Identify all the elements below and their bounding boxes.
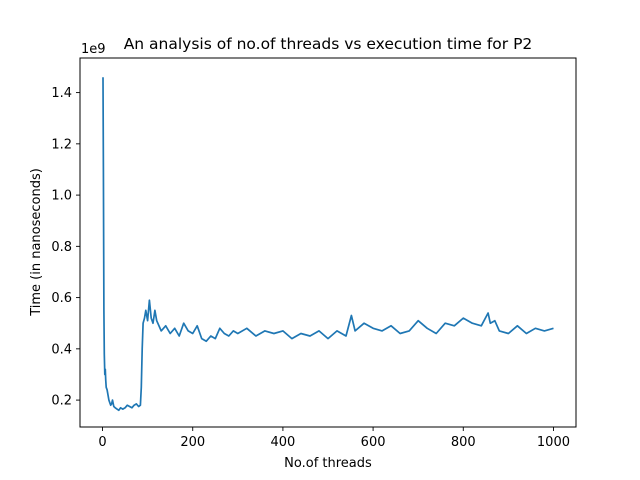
y-tick-label: 0.2 (51, 394, 72, 409)
y-tick-label: 1.0 (51, 189, 72, 204)
y-offset-label: 1e9 (81, 42, 106, 57)
x-tick-label: 0 (98, 435, 106, 450)
plot-frame (79, 57, 577, 428)
x-tick-label: 200 (180, 435, 205, 450)
x-axis-label: No.of threads (284, 456, 372, 471)
y-tick-label: 1.4 (51, 86, 72, 101)
series-line-0 (102, 77, 554, 412)
x-tick-label: 400 (270, 435, 295, 450)
plot-content (102, 77, 554, 412)
chart-title: An analysis of no.of threads vs executio… (124, 35, 533, 53)
y-tick-label: 0.6 (51, 291, 72, 306)
y-tick-label: 0.8 (51, 240, 72, 255)
x-tick-label: 600 (361, 435, 386, 450)
y-axis-ticks: 0.2 0.4 0.6 0.8 1.0 1.2 1.4 (51, 86, 80, 409)
y-tick-label: 1.2 (51, 137, 72, 152)
x-tick-label: 1000 (537, 435, 570, 450)
x-axis-ticks: 0 200 400 600 800 1000 (98, 427, 570, 450)
y-tick-label: 0.4 (51, 342, 72, 357)
y-axis-label: Time (in nanoseconds) (29, 168, 44, 317)
x-tick-label: 800 (451, 435, 476, 450)
